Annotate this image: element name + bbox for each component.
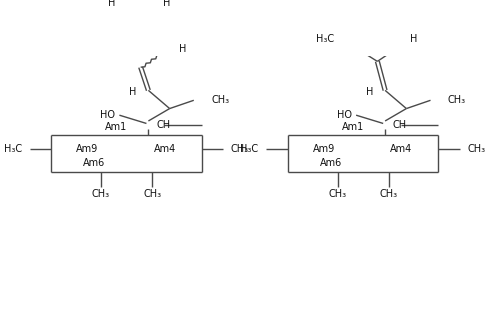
Text: Am6: Am6: [83, 158, 105, 168]
Text: Am4: Am4: [154, 144, 176, 154]
Text: H: H: [129, 87, 137, 97]
Text: HO: HO: [100, 110, 115, 120]
Text: Am6: Am6: [320, 158, 342, 168]
Text: H₃C: H₃C: [316, 34, 334, 44]
Text: CH₃: CH₃: [92, 189, 110, 199]
Text: H: H: [163, 0, 171, 8]
Text: CH₃: CH₃: [448, 95, 466, 105]
Text: CH₃: CH₃: [143, 189, 161, 199]
Text: H: H: [410, 34, 417, 44]
Text: CH₃: CH₃: [380, 189, 398, 199]
Text: CH₃: CH₃: [211, 95, 229, 105]
Text: H: H: [366, 87, 373, 97]
Text: Am1: Am1: [342, 122, 364, 132]
Text: H: H: [108, 0, 115, 8]
Text: Am1: Am1: [105, 122, 127, 132]
Text: H: H: [179, 44, 187, 54]
Text: CH₃: CH₃: [329, 189, 347, 199]
Text: H₃C: H₃C: [241, 144, 259, 154]
Text: Am9: Am9: [76, 144, 98, 154]
Text: H₃C: H₃C: [4, 144, 22, 154]
Text: HO: HO: [337, 110, 352, 120]
Text: CH₃: CH₃: [230, 144, 248, 154]
Text: Am9: Am9: [313, 144, 335, 154]
Text: CH: CH: [393, 120, 407, 130]
Text: CH: CH: [156, 120, 170, 130]
Text: CH₃: CH₃: [467, 144, 486, 154]
Text: Am4: Am4: [391, 144, 413, 154]
